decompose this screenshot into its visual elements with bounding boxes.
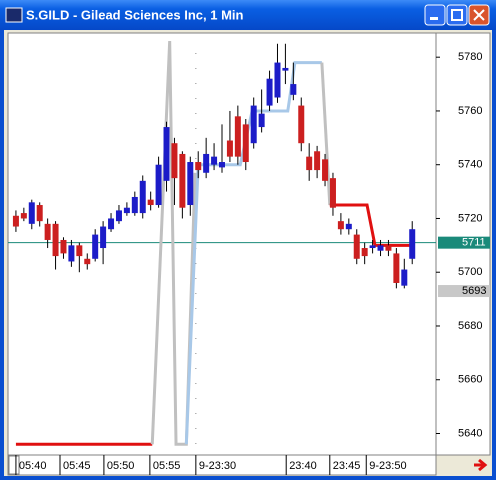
y-tick-label: 5740 (458, 159, 482, 171)
x-tick-label: 9-23:50 (369, 460, 406, 472)
y-tick-label: 5680 (458, 320, 482, 332)
candle-body (353, 234, 360, 259)
x-tick-label: 23:45 (333, 460, 361, 472)
candle-body (108, 218, 115, 230)
title-bar (0, 0, 496, 30)
x-tick-label: 05:50 (107, 460, 135, 472)
candle-body (20, 213, 27, 219)
candle-body (314, 151, 321, 171)
plot-area (7, 32, 437, 456)
candle-body (385, 245, 392, 251)
candle-body (290, 84, 297, 95)
y-tick-label: 5660 (458, 374, 482, 386)
candle-body (266, 78, 273, 106)
candle-body (361, 248, 368, 257)
candle-body (203, 153, 210, 173)
candle-body (369, 245, 376, 249)
candle-body (345, 223, 352, 230)
scroll-box[interactable] (8, 455, 20, 475)
x-tick-label: 05:40 (19, 460, 47, 472)
candle-body (68, 245, 75, 262)
candle-body (187, 162, 194, 206)
candle-body (211, 156, 218, 165)
scroll-arrow[interactable] (474, 458, 488, 472)
candle-body (100, 226, 107, 249)
candle-body (306, 156, 313, 171)
y-tick-label: 5640 (458, 427, 482, 439)
maximize-icon (451, 9, 463, 21)
candle-body (84, 258, 91, 265)
candle-body (337, 221, 344, 230)
y-tick-label: 5760 (458, 105, 482, 117)
candle-body (155, 164, 162, 206)
window-title: S.GILD - Gilead Sciences Inc, 1 Min (26, 7, 244, 22)
price-marker-label: 5711 (462, 237, 486, 249)
candle-body (282, 67, 289, 71)
candle-body (131, 196, 138, 214)
x-tick-label: 9-23:30 (199, 460, 236, 472)
candle-body (123, 207, 130, 214)
x-tick-label: 23:40 (289, 460, 317, 472)
app-icon (5, 7, 23, 23)
close-icon (473, 9, 485, 21)
x-tick-label: 05:55 (153, 460, 181, 472)
minimize-icon (430, 17, 438, 20)
candle-body (401, 269, 408, 286)
candle-body (179, 153, 186, 208)
candle-body (242, 124, 249, 163)
candle-body (60, 239, 67, 254)
candle-body (76, 245, 83, 257)
candle-body (298, 105, 305, 144)
price-marker-box (438, 236, 490, 249)
candle-body (226, 140, 233, 157)
candle-body (147, 199, 154, 206)
candle-body (219, 162, 225, 168)
minimize-button[interactable] (424, 4, 446, 26)
price-marker-box (438, 285, 490, 298)
candle-body (258, 113, 265, 128)
candle-body (44, 223, 51, 240)
candle-body (250, 105, 257, 144)
candle-body (274, 62, 281, 98)
candle-body (234, 116, 241, 157)
candle-body (115, 210, 122, 222)
y-tick-label: 5720 (458, 212, 482, 224)
time-axis (7, 454, 437, 476)
candle-body (393, 253, 400, 283)
overlay-line (320, 62, 332, 206)
candle-body (139, 180, 146, 214)
candle-body (377, 245, 384, 251)
candle-body (171, 143, 178, 179)
x-tick-label: 05:45 (63, 460, 91, 472)
y-tick-label: 5780 (458, 51, 482, 63)
candle-body (92, 234, 99, 259)
overlay-line (329, 203, 410, 247)
candle-body (52, 223, 59, 257)
maximize-button[interactable] (446, 4, 468, 26)
candle-body (329, 178, 336, 208)
candle-body (36, 205, 43, 222)
candle-body (163, 127, 170, 181)
candle-body (195, 162, 202, 171)
candle-body (28, 202, 35, 224)
candle-body (322, 159, 329, 181)
candle-body (12, 215, 19, 227)
y-tick-label: 5700 (458, 266, 482, 278)
price-marker-label: 5693 (462, 285, 486, 297)
candle-body (409, 229, 416, 259)
